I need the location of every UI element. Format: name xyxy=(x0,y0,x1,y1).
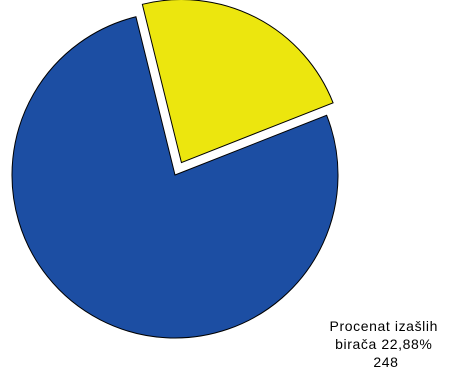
slice-label-line-3: 248 xyxy=(373,354,398,370)
slice-label-turnout: Procenat izašlih birača 22,88% 248 xyxy=(330,318,443,370)
slice-label-line-2: birača 22,88% xyxy=(335,336,432,352)
pie-slice-main xyxy=(11,16,339,339)
slice-labels: Procenat izašlih birača 22,88% 248 xyxy=(330,318,443,370)
pie-slice-turnout xyxy=(141,0,334,164)
slice-label-line-1: Procenat izašlih xyxy=(330,318,438,334)
pie-slices xyxy=(11,0,339,339)
